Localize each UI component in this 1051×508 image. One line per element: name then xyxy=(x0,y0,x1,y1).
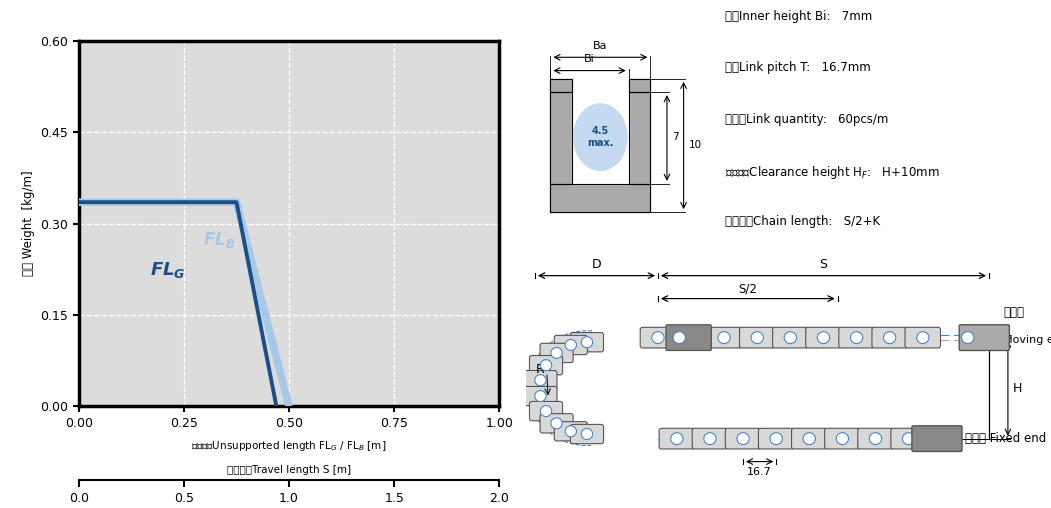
Circle shape xyxy=(916,332,929,343)
FancyBboxPatch shape xyxy=(540,414,573,433)
Circle shape xyxy=(718,332,730,343)
FancyBboxPatch shape xyxy=(706,327,742,348)
Circle shape xyxy=(884,332,895,343)
Text: $\bfit{FL_B}$: $\bfit{FL_B}$ xyxy=(203,230,235,250)
Circle shape xyxy=(671,433,683,444)
Circle shape xyxy=(818,332,829,343)
FancyBboxPatch shape xyxy=(659,428,695,449)
FancyBboxPatch shape xyxy=(554,422,588,441)
Text: Bi: Bi xyxy=(584,54,595,64)
Circle shape xyxy=(784,332,797,343)
FancyBboxPatch shape xyxy=(759,428,794,449)
Circle shape xyxy=(903,433,914,444)
Circle shape xyxy=(685,332,697,343)
Text: 行程长度Travel length S [m]: 行程长度Travel length S [m] xyxy=(227,465,351,475)
Text: 10: 10 xyxy=(688,141,702,150)
FancyBboxPatch shape xyxy=(640,327,676,348)
Polygon shape xyxy=(572,92,628,184)
Text: 安装高度Clearance height H$_F$:   H+10mm: 安装高度Clearance height H$_F$: H+10mm xyxy=(725,164,940,181)
Text: 固定端 Fixed end: 固定端 Fixed end xyxy=(965,432,1047,445)
Text: Moving end: Moving end xyxy=(1003,335,1051,345)
Text: $\bfit{FL_G}$: $\bfit{FL_G}$ xyxy=(150,260,186,280)
Circle shape xyxy=(704,433,716,444)
FancyBboxPatch shape xyxy=(891,428,926,449)
Text: 4.5
max.: 4.5 max. xyxy=(588,126,614,148)
Circle shape xyxy=(737,433,749,444)
Polygon shape xyxy=(628,79,651,92)
Text: 架空长度Unsupported length FL$_G$ / FL$_B$ [m]: 架空长度Unsupported length FL$_G$ / FL$_B$ [… xyxy=(191,439,387,454)
FancyBboxPatch shape xyxy=(540,343,573,363)
FancyBboxPatch shape xyxy=(905,327,941,348)
Polygon shape xyxy=(551,92,572,184)
Text: 拖链长度Chain length:   S/2+K: 拖链长度Chain length: S/2+K xyxy=(725,215,881,228)
FancyBboxPatch shape xyxy=(666,325,712,351)
Text: 移动端: 移动端 xyxy=(1003,306,1024,319)
FancyBboxPatch shape xyxy=(554,335,588,355)
Circle shape xyxy=(673,332,685,343)
FancyBboxPatch shape xyxy=(806,327,841,348)
Circle shape xyxy=(535,391,547,402)
Text: 节距Link pitch T:   16.7mm: 节距Link pitch T: 16.7mm xyxy=(725,61,871,74)
Polygon shape xyxy=(551,184,651,212)
Text: 7: 7 xyxy=(672,132,679,142)
FancyBboxPatch shape xyxy=(693,428,727,449)
Polygon shape xyxy=(551,79,572,92)
Text: H: H xyxy=(1012,382,1022,395)
Text: 链节数Link quantity:   60pcs/m: 链节数Link quantity: 60pcs/m xyxy=(725,113,888,125)
Circle shape xyxy=(565,339,577,351)
Circle shape xyxy=(803,433,816,444)
Circle shape xyxy=(751,332,763,343)
Circle shape xyxy=(540,360,552,371)
FancyBboxPatch shape xyxy=(571,333,603,352)
FancyBboxPatch shape xyxy=(912,426,962,452)
Polygon shape xyxy=(628,92,651,184)
Circle shape xyxy=(581,337,593,347)
Text: 内高Inner height Bi:   7mm: 内高Inner height Bi: 7mm xyxy=(725,10,872,23)
FancyBboxPatch shape xyxy=(772,327,808,348)
Circle shape xyxy=(652,332,664,343)
Circle shape xyxy=(581,429,593,439)
Text: R: R xyxy=(535,363,544,376)
FancyBboxPatch shape xyxy=(725,428,761,449)
Text: S: S xyxy=(820,258,827,271)
FancyBboxPatch shape xyxy=(960,325,1009,351)
FancyBboxPatch shape xyxy=(872,327,907,348)
Ellipse shape xyxy=(574,104,627,171)
FancyBboxPatch shape xyxy=(839,327,874,348)
Text: 16.7: 16.7 xyxy=(747,467,772,477)
Circle shape xyxy=(535,374,547,386)
FancyBboxPatch shape xyxy=(674,327,708,348)
FancyBboxPatch shape xyxy=(523,387,557,406)
Circle shape xyxy=(962,332,974,343)
FancyBboxPatch shape xyxy=(523,370,557,390)
Text: D: D xyxy=(592,258,601,271)
FancyBboxPatch shape xyxy=(571,424,603,443)
FancyBboxPatch shape xyxy=(530,401,562,421)
FancyBboxPatch shape xyxy=(530,356,562,375)
Text: Ba: Ba xyxy=(593,41,607,51)
FancyBboxPatch shape xyxy=(791,428,827,449)
Circle shape xyxy=(540,405,552,417)
FancyBboxPatch shape xyxy=(825,428,860,449)
Circle shape xyxy=(869,433,882,444)
Text: S/2: S/2 xyxy=(739,282,757,295)
Circle shape xyxy=(565,426,577,437)
FancyBboxPatch shape xyxy=(858,428,893,449)
Circle shape xyxy=(551,418,562,429)
Y-axis label: 负载 Weight  [kg/m]: 负载 Weight [kg/m] xyxy=(22,171,35,276)
FancyBboxPatch shape xyxy=(740,327,775,348)
Circle shape xyxy=(837,433,848,444)
Circle shape xyxy=(551,347,562,359)
Circle shape xyxy=(850,332,863,343)
Circle shape xyxy=(770,433,782,444)
